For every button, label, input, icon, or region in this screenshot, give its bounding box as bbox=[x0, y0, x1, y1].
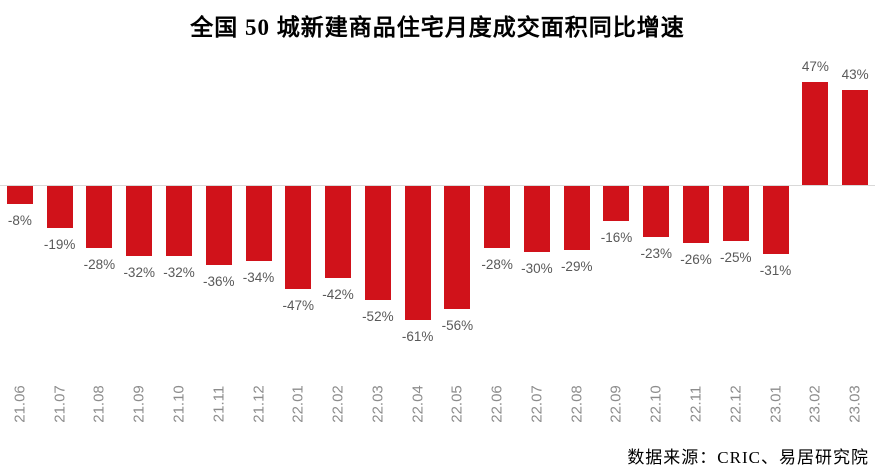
x-tick-21.12: 21.12 bbox=[250, 385, 268, 423]
x-tick-21.09: 21.09 bbox=[130, 385, 148, 423]
data-label-22.02: -42% bbox=[322, 287, 354, 303]
x-tick-22.03: 22.03 bbox=[369, 385, 387, 423]
data-label-23.03: 43% bbox=[841, 67, 869, 83]
x-tick-22.04: 22.04 bbox=[409, 385, 427, 423]
bar-21.09 bbox=[126, 186, 153, 257]
data-source-note: 数据来源：CRIC、易居研究院 bbox=[627, 448, 869, 467]
x-tick-22.08: 22.08 bbox=[568, 385, 586, 423]
bar-22.11 bbox=[683, 186, 710, 244]
data-label-22.06: -28% bbox=[481, 256, 513, 272]
x-tick-21.08: 21.08 bbox=[90, 385, 108, 423]
data-label-21.06: -8% bbox=[7, 212, 32, 228]
bar-23.02 bbox=[802, 81, 829, 185]
bar-22.09 bbox=[603, 186, 630, 222]
x-tick-23.01: 23.01 bbox=[767, 385, 785, 423]
data-label-21.09: -32% bbox=[123, 265, 155, 281]
data-label-23.02: 47% bbox=[801, 58, 829, 74]
chart-title: 全国 50 城新建商品住宅月度成交面积同比增速 bbox=[190, 15, 685, 40]
x-tick-22.02: 22.02 bbox=[329, 385, 347, 423]
bar-22.10 bbox=[643, 186, 670, 237]
bar-22.12 bbox=[722, 186, 749, 241]
data-label-22.05: -56% bbox=[441, 318, 474, 334]
data-label-23.01: -31% bbox=[759, 263, 792, 279]
bar-22.02 bbox=[325, 186, 352, 279]
bar-21.11 bbox=[205, 186, 232, 266]
x-tick-21.10: 21.10 bbox=[170, 385, 188, 423]
data-label-22.09: -16% bbox=[600, 230, 633, 246]
data-label-21.07: -19% bbox=[43, 236, 76, 252]
x-tick-22.07: 22.07 bbox=[528, 385, 546, 423]
bar-22.07 bbox=[523, 186, 550, 252]
x-tick-22.05: 22.05 bbox=[448, 385, 466, 423]
zero-axis-line bbox=[0, 185, 875, 186]
bar-22.04 bbox=[404, 186, 431, 321]
bar-22.01 bbox=[285, 186, 312, 290]
bar-21.12 bbox=[245, 186, 272, 261]
x-tick-21.07: 21.07 bbox=[51, 385, 69, 423]
data-label-21.08: -28% bbox=[83, 256, 116, 272]
x-tick-22.09: 22.09 bbox=[607, 385, 625, 423]
data-label-22.12: -25% bbox=[720, 250, 752, 265]
x-tick-22.12: 22.12 bbox=[727, 385, 745, 423]
data-label-21.12: -34% bbox=[242, 269, 275, 285]
data-label-22.10: -23% bbox=[640, 245, 672, 261]
data-label-21.10: -32% bbox=[163, 265, 195, 281]
data-label-22.03: -52% bbox=[362, 309, 394, 325]
bar-23.03 bbox=[842, 90, 869, 185]
x-tick-23.02: 23.02 bbox=[806, 385, 824, 423]
bar-22.03 bbox=[364, 186, 391, 301]
bar-21.07 bbox=[46, 186, 73, 228]
bar-22.08 bbox=[563, 186, 590, 250]
x-tick-23.03: 23.03 bbox=[846, 385, 864, 423]
data-label-22.01: -47% bbox=[282, 298, 315, 314]
bar-23.01 bbox=[762, 186, 789, 255]
x-tick-21.11: 21.11 bbox=[210, 385, 228, 423]
x-tick-22.11: 22.11 bbox=[687, 385, 705, 423]
bar-22.05 bbox=[444, 186, 471, 310]
data-label-22.11: -26% bbox=[680, 252, 712, 268]
bar-22.06 bbox=[484, 186, 511, 248]
x-tick-22.10: 22.10 bbox=[647, 385, 665, 423]
data-label-22.07: -30% bbox=[521, 261, 553, 276]
data-label-22.04: -61% bbox=[401, 329, 434, 345]
x-tick-21.06: 21.06 bbox=[11, 385, 29, 423]
bar-21.10 bbox=[165, 186, 192, 257]
x-tick-22.06: 22.06 bbox=[488, 385, 506, 423]
bar-21.08 bbox=[86, 186, 113, 248]
data-label-22.08: -29% bbox=[560, 258, 593, 274]
data-label-21.11: -36% bbox=[202, 274, 235, 290]
x-tick-22.01: 22.01 bbox=[289, 385, 307, 423]
bar-21.06 bbox=[6, 186, 33, 204]
